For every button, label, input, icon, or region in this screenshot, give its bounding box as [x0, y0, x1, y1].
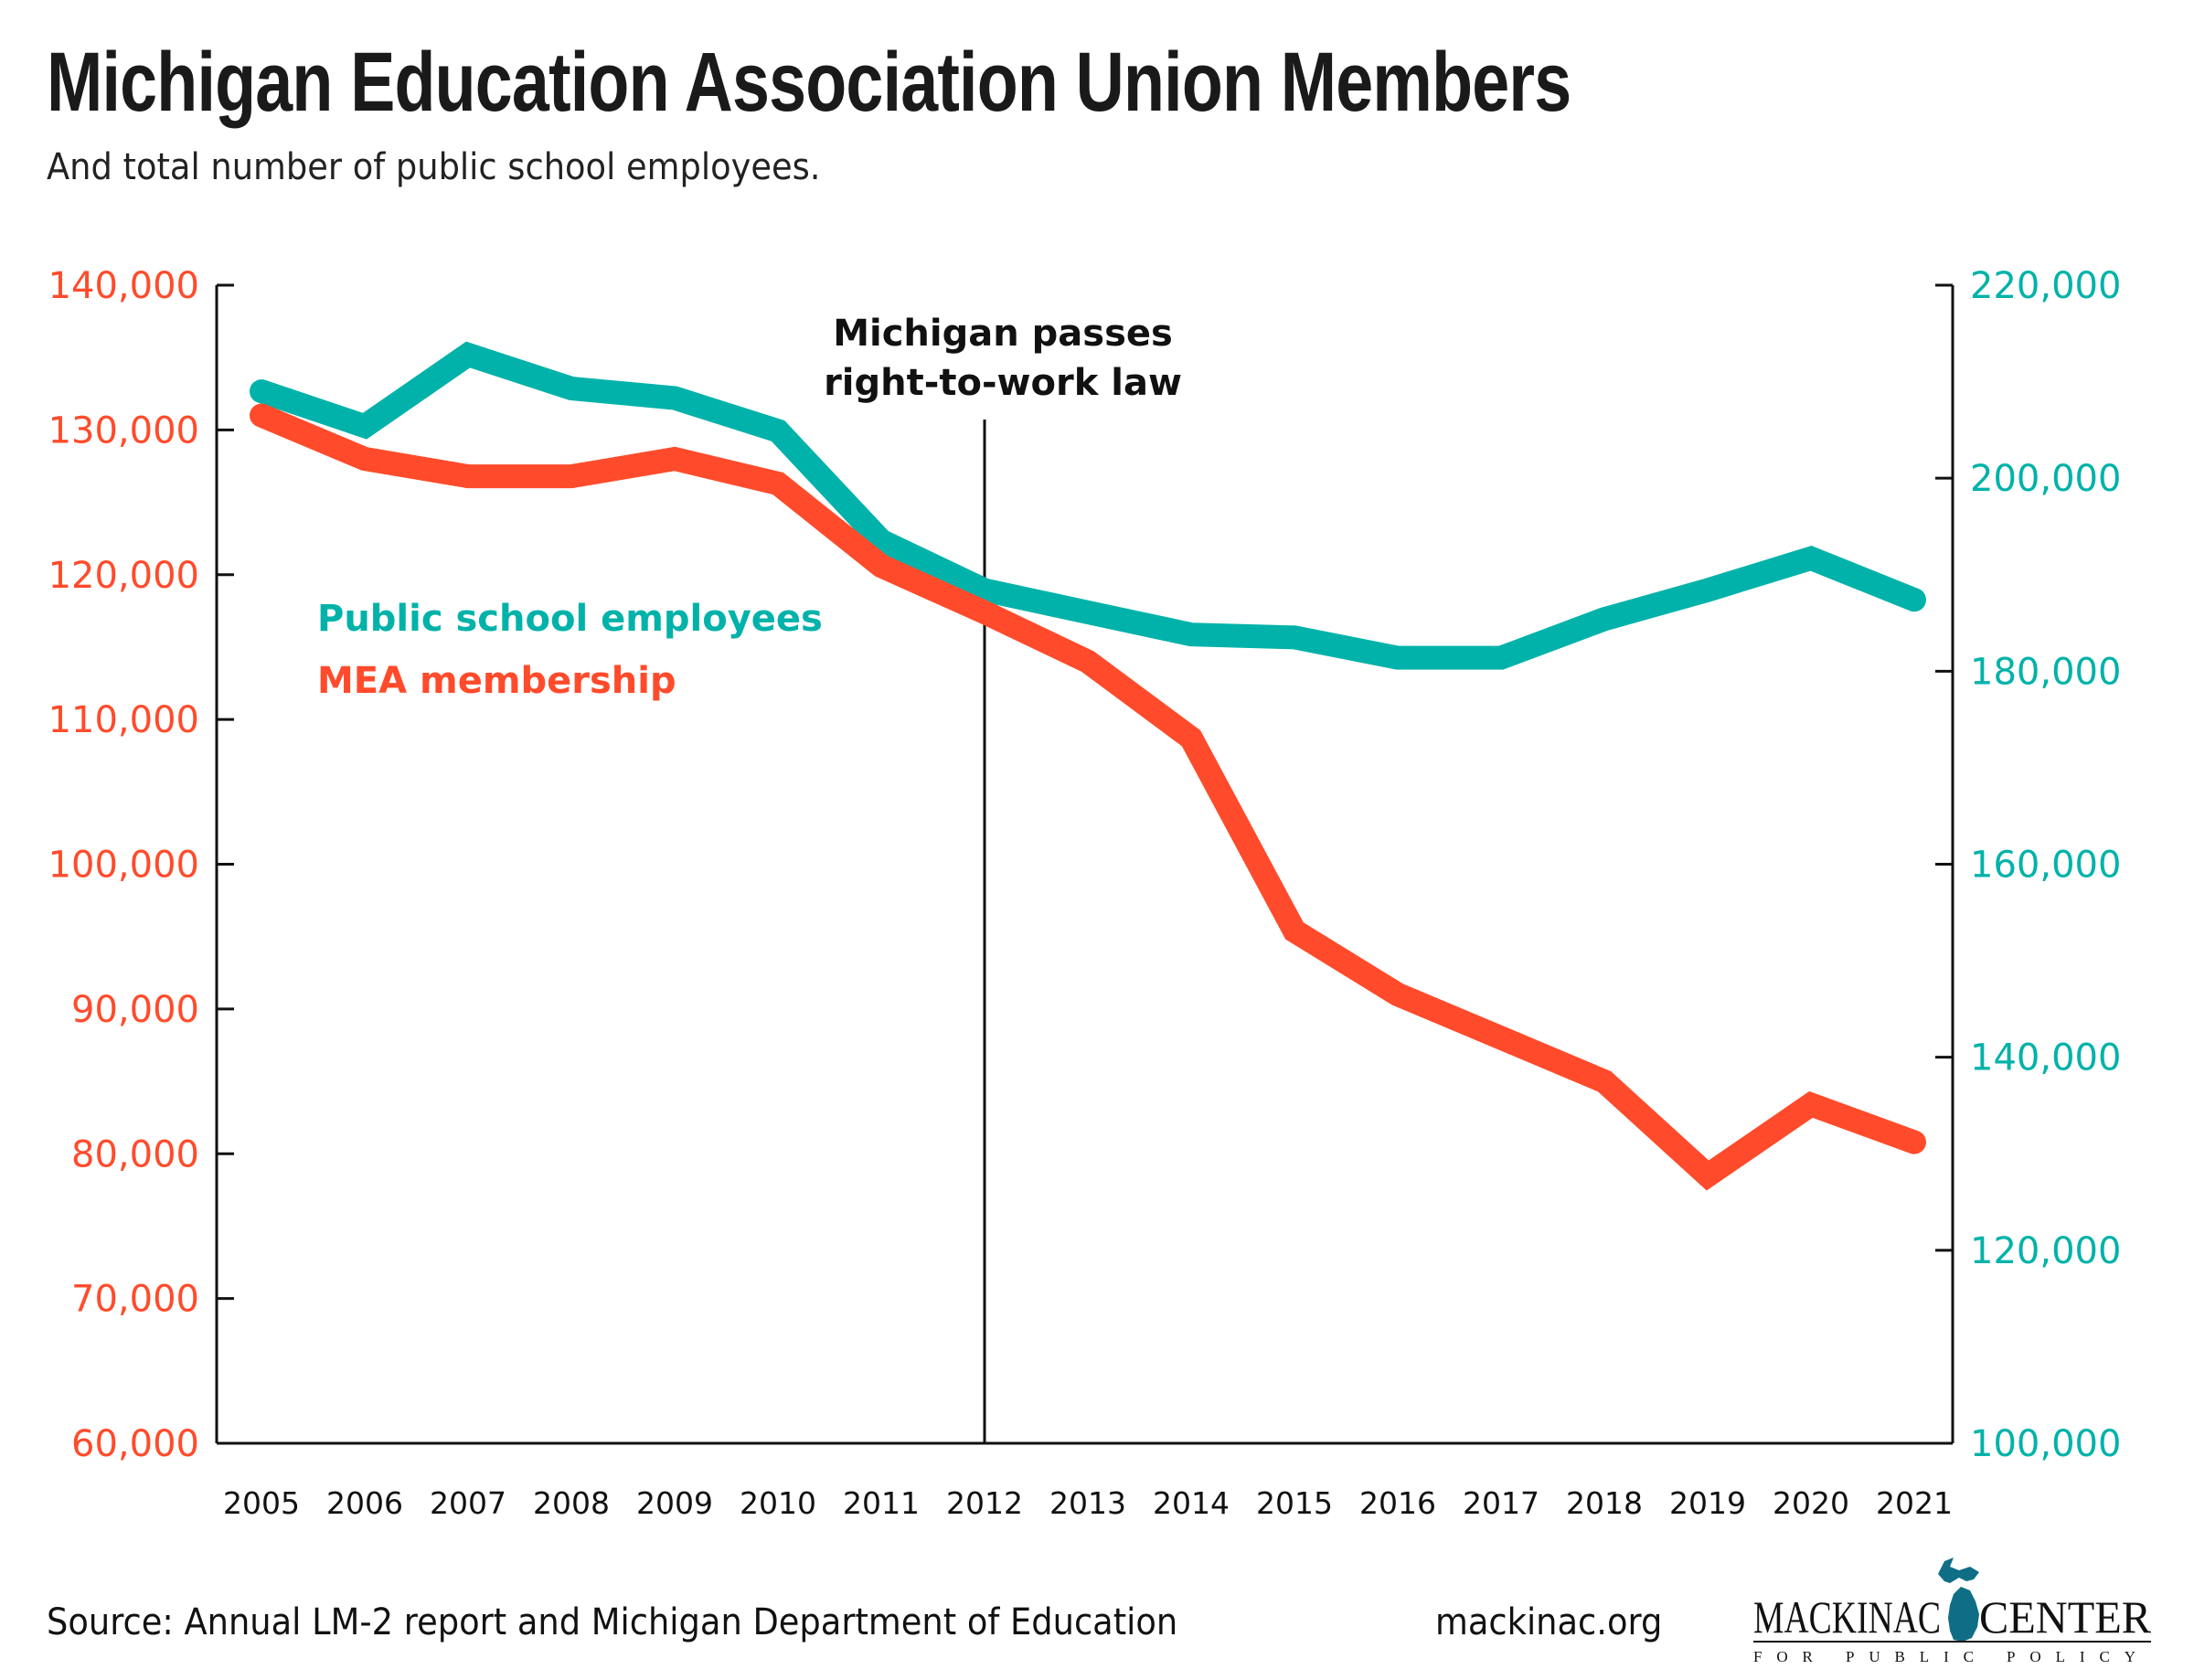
x-tick-label: 2013 — [1049, 1485, 1126, 1521]
series-layer — [250, 341, 1926, 1191]
x-tick-label: 2005 — [223, 1485, 300, 1521]
legend-item-mea: MEA membership — [317, 660, 676, 702]
legend: Public school employees MEA membership — [317, 598, 823, 702]
left-y-tick-label: 70,000 — [71, 1279, 199, 1321]
axes — [215, 285, 1954, 1445]
left-y-ticks: 60,000 70,000 80,000 90,000 100,000 110,000 12… — [48, 265, 234, 1465]
x-tick-label: 2012 — [946, 1485, 1023, 1521]
right-y-tick-label: 160,000 — [1970, 845, 2121, 887]
chart-title: Michigan Education Association Union Mem… — [47, 36, 1571, 129]
x-tick-label: 2008 — [533, 1485, 610, 1521]
chart-subtitle: And total number of public school employ… — [47, 146, 821, 188]
right-y-tick-label: 120,000 — [1970, 1230, 2121, 1272]
right-y-tick-label: 220,000 — [1970, 265, 2121, 307]
x-tick-label: 2019 — [1669, 1485, 1746, 1521]
logo-name-right: CENTER — [1979, 1591, 2152, 1643]
x-tick-label: 2020 — [1773, 1485, 1849, 1521]
legend-item-employees: Public school employees — [317, 598, 823, 640]
left-y-tick-label: 100,000 — [48, 845, 199, 887]
logo-tagline: FOR PUBLIC POLICY — [1753, 1648, 2151, 1665]
x-tick-label: 2017 — [1463, 1485, 1539, 1521]
right-y-tick-label: 140,000 — [1970, 1037, 2121, 1079]
x-tick-label: 2014 — [1153, 1485, 1230, 1521]
annotation-text-line-1: Michigan passes — [833, 313, 1173, 355]
logo-name-left: MACKINAC — [1753, 1591, 1941, 1643]
mackinac-center-logo: MACKINAC CENTER FOR PUBLIC POLICY — [1753, 1558, 2152, 1665]
left-y-tick-label: 90,000 — [71, 989, 199, 1031]
right-y-tick-label: 180,000 — [1970, 651, 2121, 693]
website-link[interactable]: mackinac.org — [1435, 1601, 1663, 1643]
x-tick-label: 2007 — [430, 1485, 506, 1521]
right-y-ticks: 100,000 120,000 140,000 160,000 180,000 200,0… — [1935, 265, 2121, 1465]
x-tick-label: 2018 — [1566, 1485, 1643, 1521]
right-y-tick-label: 100,000 — [1970, 1423, 2121, 1465]
annotation: Michigan passes right-to-work law — [824, 313, 1182, 1443]
left-y-tick-label: 80,000 — [71, 1133, 199, 1175]
left-y-tick-label: 60,000 — [71, 1423, 199, 1465]
x-tick-label: 2010 — [740, 1485, 816, 1521]
line-chart: 60,000 70,000 80,000 90,000 100,000 110,000 12… — [48, 265, 2122, 1521]
source-note: Source: Annual LM-2 report and Michigan … — [47, 1601, 1178, 1643]
annotation-text-line-2: right-to-work law — [824, 362, 1182, 404]
left-y-tick-label: 110,000 — [48, 699, 199, 741]
x-tick-label: 2011 — [843, 1485, 920, 1521]
x-tick-label: 2015 — [1256, 1485, 1333, 1521]
x-tick-label: 2009 — [636, 1485, 713, 1521]
x-tick-label: 2006 — [326, 1485, 403, 1521]
left-y-tick-label: 120,000 — [48, 555, 199, 597]
left-y-tick-label: 130,000 — [48, 409, 199, 452]
michigan-map-icon — [1938, 1558, 1979, 1642]
x-tick-label: 2016 — [1359, 1485, 1436, 1521]
x-ticks: 2005 2006 2007 2008 2009 2010 2011 2012 2013 2014… — [223, 1485, 1953, 1521]
x-tick-label: 2021 — [1876, 1485, 1953, 1521]
series-line-mea-membership — [250, 403, 1926, 1191]
left-y-tick-label: 140,000 — [48, 265, 199, 307]
right-y-tick-label: 200,000 — [1970, 458, 2121, 500]
